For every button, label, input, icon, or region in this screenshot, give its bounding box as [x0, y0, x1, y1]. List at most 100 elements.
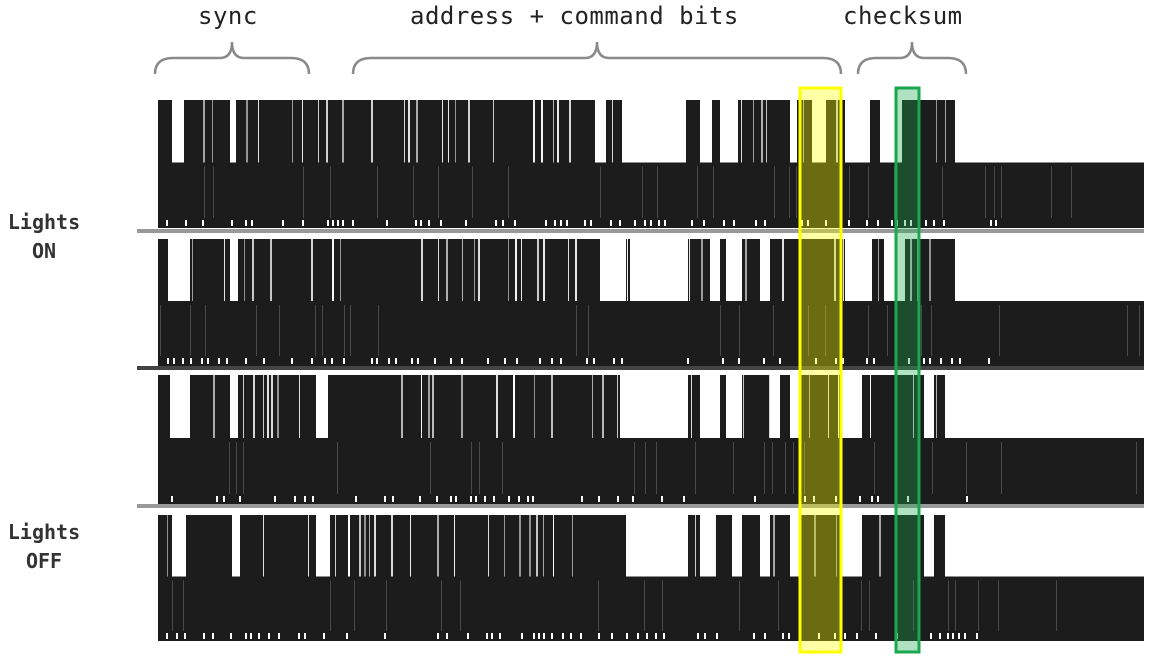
tick-mark [551, 633, 553, 639]
noise-edge [999, 305, 1000, 356]
pulse-edge [391, 515, 393, 577]
tick-mark [904, 220, 906, 226]
pulse-edge [192, 239, 193, 301]
pulse-edge [568, 239, 569, 301]
noise-edge [913, 580, 914, 631]
pulse-edge [710, 100, 711, 163]
pulse-edge [488, 515, 489, 577]
noise-edge [921, 305, 922, 356]
pulse-edge [572, 515, 573, 577]
trace-separators [137, 229, 1144, 510]
noise-edge [804, 442, 805, 494]
pulse-edge [828, 375, 829, 438]
noise-edge [662, 580, 663, 631]
tick-mark [566, 220, 568, 226]
noise-edge [785, 442, 786, 494]
tick-mark [834, 633, 836, 639]
noise-edge [236, 442, 237, 494]
pulse-edge [325, 515, 326, 577]
separator-3 [137, 504, 1144, 508]
pulse-edge [691, 375, 692, 438]
tick-mark [182, 358, 184, 364]
tick-mark [848, 220, 850, 226]
pulse-edge [928, 515, 930, 577]
noise-edge [955, 580, 956, 631]
tick-mark [617, 496, 619, 502]
noise-edge [656, 442, 657, 494]
tick-mark [434, 358, 436, 364]
pulse-edge [670, 100, 672, 163]
tick-mark [538, 633, 540, 639]
tick-mark [697, 633, 699, 639]
pulse-edge [701, 239, 703, 301]
pulse-edge [860, 375, 862, 438]
trace-high-band [158, 515, 945, 577]
tick-mark [866, 358, 868, 364]
pulse-edge [299, 375, 300, 438]
pulse-edge [438, 239, 439, 301]
pulse-edge [533, 100, 535, 163]
tick-mark [230, 633, 232, 639]
tick-mark [804, 496, 806, 502]
tick-mark [782, 633, 784, 639]
tick-mark [392, 496, 394, 502]
pulse-edge [617, 375, 618, 438]
tick-mark [788, 633, 790, 639]
tick-mark [554, 220, 556, 226]
noise-edge [337, 442, 338, 494]
tick-mark [185, 220, 187, 226]
noise-edge [644, 580, 645, 631]
pulse-edge [326, 100, 328, 163]
noise-edge [1001, 166, 1002, 218]
noise-edge [994, 166, 995, 218]
trace-2 [158, 239, 1144, 366]
pulse-edge [493, 100, 494, 163]
pulse-edge [809, 375, 810, 438]
tick-mark [419, 496, 421, 502]
tick-mark [446, 633, 448, 639]
tick-mark [779, 358, 781, 364]
pulse-edge [715, 515, 716, 577]
pulse-edge [814, 515, 816, 577]
pulse-edge [359, 515, 361, 577]
pulse-edge [270, 239, 272, 301]
pulse-edge [910, 239, 912, 301]
noise-edge [764, 442, 765, 494]
tick-mark [202, 220, 204, 226]
tick-mark [877, 220, 879, 226]
pulse-edge [263, 515, 264, 577]
sync-label: sync [198, 2, 258, 30]
pulse-edge [709, 375, 710, 438]
noise-edge [825, 305, 826, 356]
pulse-edge [557, 100, 559, 163]
pulse-edge [767, 239, 768, 301]
tick-mark [545, 220, 547, 226]
pulse-edge [461, 375, 463, 438]
trace-gap [230, 239, 238, 301]
trace-high-band [158, 239, 955, 301]
noise-edge [998, 580, 999, 631]
tick-mark [327, 220, 329, 226]
tick-mark [376, 358, 378, 364]
pulse-edge [455, 100, 456, 163]
tick-mark [533, 633, 535, 639]
tick-mark [807, 220, 809, 226]
pulse-edge [645, 239, 646, 301]
tick-mark [891, 220, 893, 226]
tick-mark [738, 358, 740, 364]
tick-mark [598, 633, 600, 639]
pulse-edge [575, 239, 577, 301]
tick-mark [171, 496, 173, 502]
tick-mark [218, 358, 220, 364]
tick-mark [646, 633, 648, 639]
noise-edge [190, 305, 191, 356]
tick-mark [337, 220, 339, 226]
tick-mark [437, 633, 439, 639]
tick-mark [173, 358, 175, 364]
pulse-edge [340, 239, 341, 301]
trace-gap [790, 375, 800, 438]
tick-mark [990, 220, 992, 226]
tick-mark [212, 633, 214, 639]
pulse-edge [258, 100, 259, 163]
pulse-edge [474, 239, 475, 301]
